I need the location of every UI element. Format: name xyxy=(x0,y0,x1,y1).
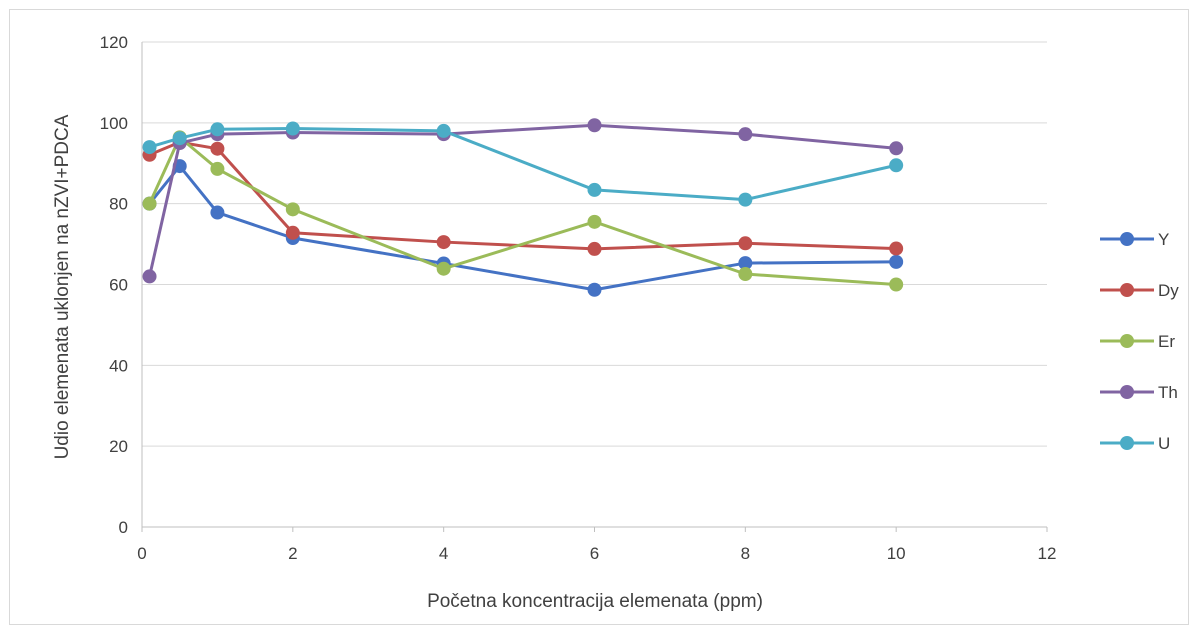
legend-swatch-marker xyxy=(1120,436,1134,450)
x-tick-label: 0 xyxy=(137,544,146,563)
series-er xyxy=(142,130,904,292)
data-point xyxy=(210,141,225,156)
series-lines xyxy=(142,118,904,297)
series-line xyxy=(148,164,897,292)
legend-label: Y xyxy=(1158,230,1169,249)
legend-entry-th: Th xyxy=(1100,383,1178,402)
y-tick-label: 80 xyxy=(109,195,128,214)
data-point xyxy=(738,192,753,207)
series-u xyxy=(142,121,904,207)
data-point xyxy=(172,131,187,146)
data-point xyxy=(587,241,602,256)
data-point xyxy=(285,121,300,136)
series-line xyxy=(148,123,897,277)
data-point xyxy=(285,202,300,217)
data-point xyxy=(889,141,904,156)
y-axis-title: Udio elemenata uklonjen na nZVI+PDCA xyxy=(52,114,73,459)
data-point xyxy=(436,261,451,276)
legend-label: Dy xyxy=(1158,281,1179,300)
chart-frame xyxy=(9,9,1189,625)
legend-swatch-marker xyxy=(1120,232,1134,246)
data-point xyxy=(738,266,753,281)
legend-entry-dy: Dy xyxy=(1100,281,1179,300)
legend-label: Er xyxy=(1158,332,1175,351)
data-point xyxy=(210,161,225,176)
x-tick-label: 8 xyxy=(741,544,750,563)
x-tick-label: 4 xyxy=(439,544,448,563)
legend: Y Dy Er Th U xyxy=(1100,230,1179,453)
data-point xyxy=(587,118,602,133)
y-tick-label: 40 xyxy=(109,356,128,375)
x-tick-label: 12 xyxy=(1038,544,1057,563)
data-point xyxy=(436,123,451,138)
y-tick-label: 60 xyxy=(109,276,128,295)
legend-entry-er: Er xyxy=(1100,332,1175,351)
legend-entry-u: U xyxy=(1100,434,1170,453)
data-point xyxy=(738,127,753,142)
data-point xyxy=(738,236,753,251)
legend-swatch-marker xyxy=(1120,385,1134,399)
data-point xyxy=(587,182,602,197)
x-tick-label: 2 xyxy=(288,544,297,563)
legend-swatch-marker xyxy=(1120,334,1134,348)
legend-swatch-marker xyxy=(1120,283,1134,297)
y-tick-label: 100 xyxy=(100,114,128,133)
legend-label: Th xyxy=(1158,383,1178,402)
axes xyxy=(141,42,1048,532)
data-point xyxy=(889,254,904,269)
x-tick-label: 6 xyxy=(590,544,599,563)
data-point xyxy=(738,256,753,271)
series-line xyxy=(148,140,897,251)
y-tick-label: 20 xyxy=(109,437,128,456)
legend-label: U xyxy=(1158,434,1170,453)
x-axis-title: Početna koncentracija elemenata (ppm) xyxy=(427,591,763,612)
x-tick-label: 10 xyxy=(887,544,906,563)
series-dy xyxy=(142,135,904,256)
data-point xyxy=(142,140,157,155)
legend-entry-y: Y xyxy=(1100,230,1169,249)
y-tick-label: 120 xyxy=(100,33,128,52)
data-point xyxy=(142,196,157,211)
data-point xyxy=(142,269,157,284)
data-point xyxy=(210,122,225,137)
data-point xyxy=(889,158,904,173)
tick-labels: 0 20 40 60 80 100 120 0 2 4 6 8 10 12 xyxy=(100,33,1057,563)
data-point xyxy=(587,214,602,229)
data-point xyxy=(889,241,904,256)
data-point xyxy=(285,225,300,240)
data-point xyxy=(436,235,451,250)
data-point xyxy=(210,205,225,220)
data-point xyxy=(587,282,602,297)
y-tick-label: 0 xyxy=(119,518,128,537)
data-point xyxy=(889,277,904,292)
series-th xyxy=(142,118,904,284)
